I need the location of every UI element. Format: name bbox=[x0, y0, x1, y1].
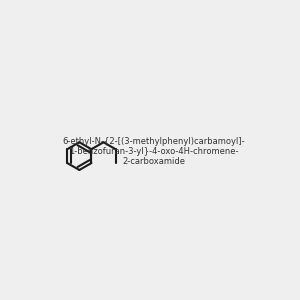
Text: 6-ethyl-N-{2-[(3-methylphenyl)carbamoyl]-
1-benzofuran-3-yl}-4-oxo-4H-chromene-
: 6-ethyl-N-{2-[(3-methylphenyl)carbamoyl]… bbox=[62, 136, 245, 166]
